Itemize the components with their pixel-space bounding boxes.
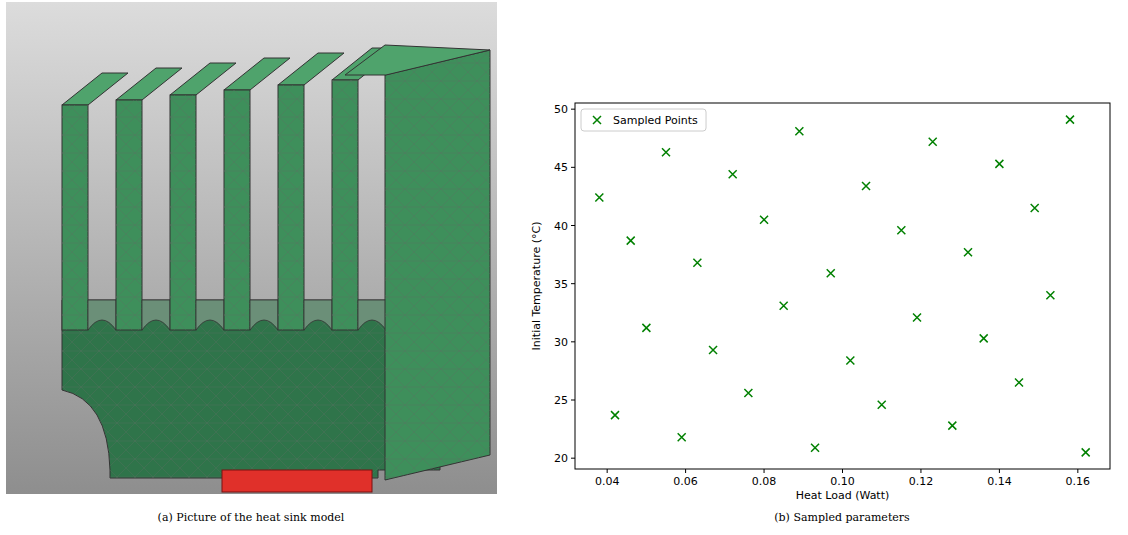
plot-frame <box>575 103 1110 469</box>
render-background <box>6 2 497 494</box>
y-tick-label: 25 <box>554 394 568 407</box>
legend-label: Sampled Points <box>613 114 698 127</box>
y-tick <box>571 109 575 110</box>
points <box>595 116 1089 457</box>
y-tick-label: 35 <box>554 278 568 291</box>
sample-point <box>1066 116 1074 124</box>
y-tick-label: 50 <box>554 103 568 116</box>
heat-sink-panel <box>6 2 497 494</box>
mesh-overlay <box>385 50 490 480</box>
sample-point <box>729 170 737 178</box>
mesh-overlay <box>170 95 196 330</box>
y-tick-label: 40 <box>554 220 568 233</box>
mesh-overlay <box>278 85 304 330</box>
sample-point <box>964 248 972 256</box>
x-tick-label: 0.16 <box>1066 475 1091 488</box>
sample-point <box>693 259 701 267</box>
y-tick-label: 20 <box>554 452 568 465</box>
sample-point <box>627 237 635 245</box>
y-tick <box>571 167 575 168</box>
x-tick-label: 0.14 <box>987 475 1012 488</box>
x-tick <box>920 469 921 473</box>
slot-bottom <box>142 300 170 330</box>
sample-point <box>995 160 1003 168</box>
legend: Sampled Points <box>581 109 706 131</box>
sample-point <box>744 389 752 397</box>
y-tick <box>571 283 575 284</box>
sample-point <box>780 302 788 310</box>
figure: 0.04 0.06 0.08 0.10 0.12 0.14 0.16 20 25 30 35 40 45… <box>0 0 1128 535</box>
sample-point <box>929 138 937 146</box>
fin-front <box>170 95 196 330</box>
sample-point <box>611 411 619 419</box>
y-axis-title: Initial Temperature (°C) <box>530 222 543 351</box>
sample-point <box>642 324 650 332</box>
fin-front <box>116 100 142 330</box>
sample-point <box>662 148 670 156</box>
sample-point <box>897 226 905 234</box>
sample-point <box>1046 291 1054 299</box>
fin-front <box>224 90 250 330</box>
slot-bottom <box>88 300 116 330</box>
mesh-overlay <box>332 80 358 330</box>
fin-front <box>62 105 88 330</box>
panel-caption: (a) Picture of the heat sink model <box>158 511 345 524</box>
panel-caption: (b) Sampled parameters <box>774 511 910 524</box>
x-tick <box>842 469 843 473</box>
slot-bottom <box>250 300 278 330</box>
fin-side-face <box>385 50 490 480</box>
fin-front <box>332 80 358 330</box>
legend-box <box>581 109 706 131</box>
sample-point <box>913 313 921 321</box>
x-tick-label: 0.04 <box>595 475 620 488</box>
y-tick-label: 30 <box>554 336 568 349</box>
sample-point <box>980 334 988 342</box>
x-tick-label: 0.10 <box>830 475 855 488</box>
mesh-overlay <box>62 105 88 330</box>
x-tick-label: 0.12 <box>909 475 934 488</box>
x-tick <box>999 469 1000 473</box>
y-tick <box>571 341 575 342</box>
x-tick <box>1077 469 1078 473</box>
y-tick <box>571 400 575 401</box>
sample-point <box>709 346 717 354</box>
slot-bottom <box>304 300 332 330</box>
sample-point <box>795 127 803 135</box>
sample-point <box>948 422 956 430</box>
mesh-overlay <box>224 90 250 330</box>
slot-bottom <box>358 300 386 330</box>
sample-point <box>1015 379 1023 387</box>
sample-point <box>862 182 870 190</box>
sample-point <box>595 194 603 202</box>
sample-point <box>678 433 686 441</box>
slot-bottom <box>196 300 224 330</box>
fin-top <box>345 45 490 75</box>
x-tick <box>607 469 608 473</box>
sample-point <box>827 269 835 277</box>
x-tick-label: 0.08 <box>752 475 777 488</box>
mesh-overlay <box>116 100 142 330</box>
x-tick-label: 0.06 <box>673 475 698 488</box>
scatter-panel: 0.04 0.06 0.08 0.10 0.12 0.14 0.16 20 25 30 35 40 45… <box>530 103 1110 502</box>
sample-point <box>846 356 854 364</box>
sample-point <box>760 216 768 224</box>
x-tick <box>685 469 686 473</box>
y-tick <box>571 225 575 226</box>
x-tick <box>764 469 765 473</box>
y-tick-label: 45 <box>554 161 568 174</box>
fin-front <box>278 85 304 330</box>
sample-point <box>1082 448 1090 456</box>
legend-marker <box>593 116 601 124</box>
sample-point <box>1031 204 1039 212</box>
x-axis-title: Heat Load (Watt) <box>796 489 890 502</box>
sample-point <box>878 401 886 409</box>
sample-point <box>811 444 819 452</box>
y-tick <box>571 458 575 459</box>
heat-source-pad <box>222 470 372 492</box>
